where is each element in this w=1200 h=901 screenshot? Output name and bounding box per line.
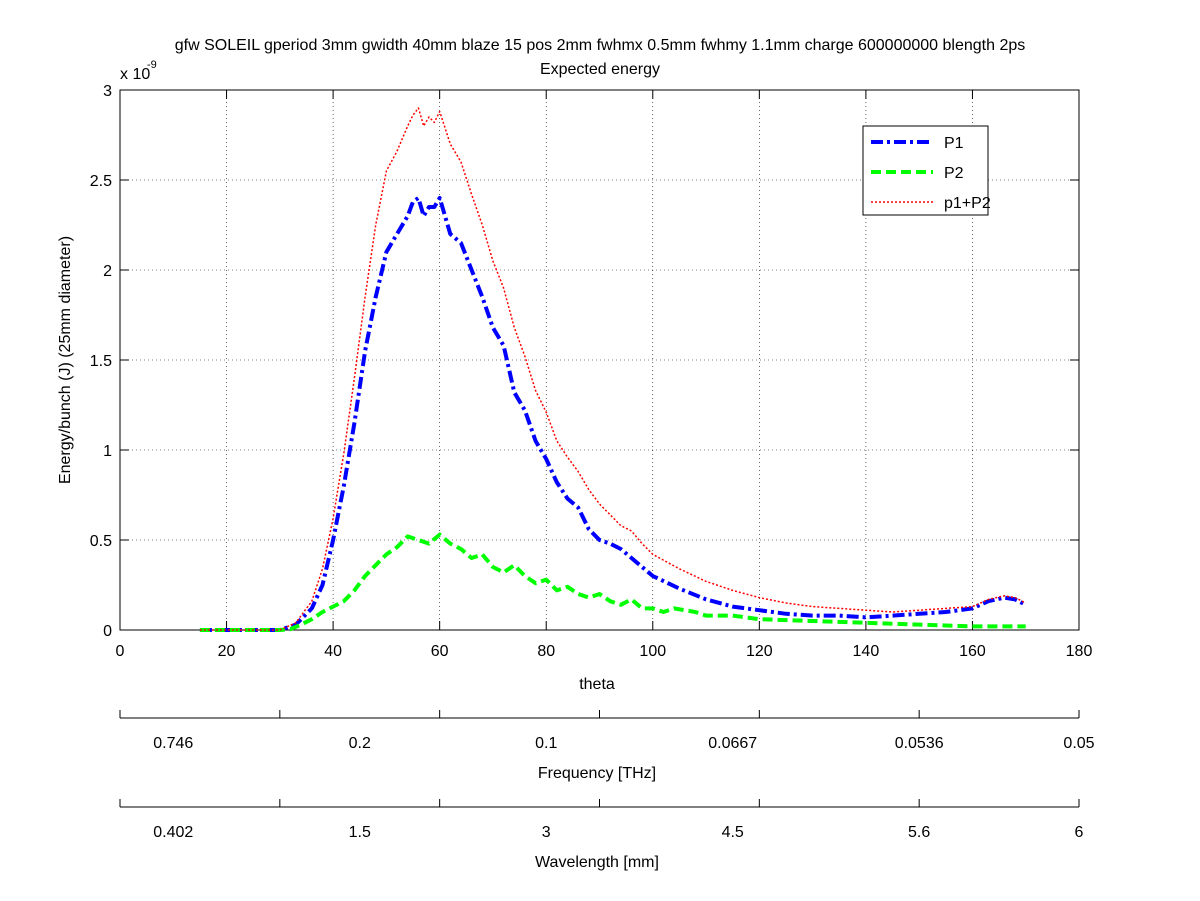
wavelength-axis-label: Wavelength [mm] — [535, 854, 659, 871]
legend-label-p2: P2 — [944, 165, 964, 182]
wavelength-axis-tick-label: 3 — [542, 824, 551, 841]
series-line-p1 — [199, 196, 1027, 632]
x-tick-label: 100 — [639, 643, 666, 660]
y-tick-labels: 0 0.5 1 1.5 2 2.5 3 — [90, 83, 112, 640]
legend-label-p1: P1 — [944, 135, 964, 152]
frequency-axis-tick-label: 0.05 — [1063, 735, 1094, 752]
y-exponent-power: -9 — [147, 59, 157, 71]
chart-subtitle: Expected energy — [540, 61, 660, 78]
chart-title: gfw SOLEIL gperiod 3mm gwidth 40mm blaze… — [175, 37, 1025, 54]
legend-label-sum: p1+P2 — [944, 195, 991, 212]
wavelength-axis-tick-label: 5.6 — [908, 824, 930, 841]
frequency-axis-tick-label: 0.2 — [349, 735, 371, 752]
y-tick-label: 0.5 — [90, 533, 112, 550]
frequency-axis-tick-label: 0.746 — [153, 735, 193, 752]
x-tick-label: 180 — [1066, 643, 1093, 660]
y-exponent-label: x 10 — [120, 66, 150, 83]
legend: P1 P2 p1+P2 — [862, 125, 991, 216]
series-lines — [199, 107, 1027, 632]
y-tick-label: 1 — [103, 443, 112, 460]
y-tick-label: 2.5 — [90, 173, 112, 190]
wavelength-axis: 0.402 1.5 3 4.5 5.6 6 — [119, 799, 1084, 841]
plot-frame — [119, 89, 1080, 631]
wavelength-axis-tick-label: 6 — [1075, 824, 1084, 841]
y-tick-label: 3 — [103, 83, 112, 100]
x-tick-label: 120 — [746, 643, 773, 660]
series-line-p2 — [199, 532, 1026, 632]
y-tick-label: 0 — [103, 623, 112, 640]
y-tick-label: 2 — [103, 263, 112, 280]
wavelength-axis-tick-label: 0.402 — [153, 824, 193, 841]
x-tick-label: 140 — [853, 643, 880, 660]
x-tick-label: 60 — [431, 643, 449, 660]
x-tick-labels: 0 20 40 60 80 100 120 140 160 180 — [116, 643, 1093, 660]
wavelength-axis-tick-label: 1.5 — [349, 824, 371, 841]
series-line-sum — [199, 107, 1027, 631]
y-tick-label: 1.5 — [90, 353, 112, 370]
frequency-axis-label: Frequency [THz] — [538, 765, 656, 782]
x-tick-label: 20 — [218, 643, 236, 660]
frequency-axis-tick-label: 0.1 — [535, 735, 557, 752]
y-axis-label: Energy/bunch (J) (25mm diameter) — [57, 236, 74, 484]
x-axis-label: theta — [579, 676, 615, 693]
wavelength-axis-tick-label: 4.5 — [722, 824, 744, 841]
x-tick-label: 80 — [537, 643, 555, 660]
frequency-axis-tick-label: 0.0667 — [708, 735, 757, 752]
x-tick-label: 40 — [324, 643, 342, 660]
frequency-axis: 0.746 0.2 0.1 0.0667 0.0536 0.05 — [119, 710, 1095, 752]
x-tick-label: 160 — [959, 643, 986, 660]
x-tick-label: 0 — [116, 643, 125, 660]
frequency-axis-tick-label: 0.0536 — [895, 735, 944, 752]
